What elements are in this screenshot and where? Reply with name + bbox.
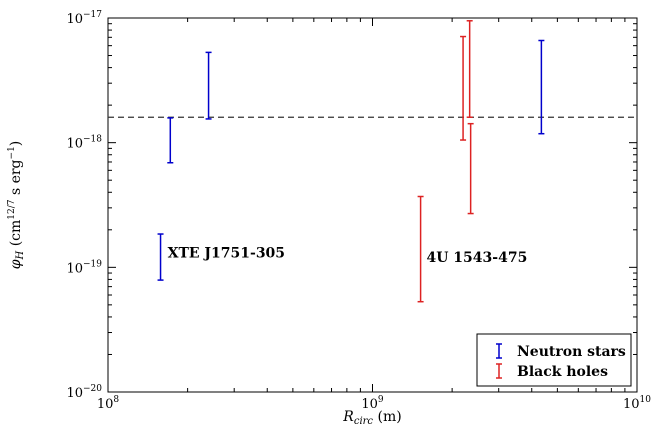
x-tick-label: 108 (97, 395, 120, 412)
y-tick-label: 10−17 (66, 10, 102, 27)
x-axis-label: Rcirc (m) (342, 409, 401, 426)
series-black-holes (417, 20, 474, 303)
y-tick-label: 10−20 (66, 384, 102, 401)
legend-box (476, 333, 632, 387)
y-tick-label: 10−19 (66, 259, 102, 276)
y-tick-label: 10−18 (66, 135, 102, 152)
y-axis-label: φH (cm12/7 s erg−1) (7, 141, 26, 270)
annotation-label: 4U 1543-475 (426, 250, 527, 266)
series-neutron-stars (157, 39, 545, 281)
legend: Neutron stars Black holes (476, 333, 632, 387)
annotations: XTE J1751-305 4U 1543-475 (168, 245, 528, 266)
legend-label: Neutron stars (517, 344, 626, 360)
annotation-label: XTE J1751-305 (168, 245, 285, 261)
series-layer (157, 20, 545, 303)
legend-label: Black holes (517, 364, 608, 380)
ticks: 108 109 1010 10−20 10−19 10−18 10−17 (66, 10, 651, 412)
x-tick-label: 109 (361, 395, 384, 412)
x-tick-label: 1010 (623, 395, 651, 412)
